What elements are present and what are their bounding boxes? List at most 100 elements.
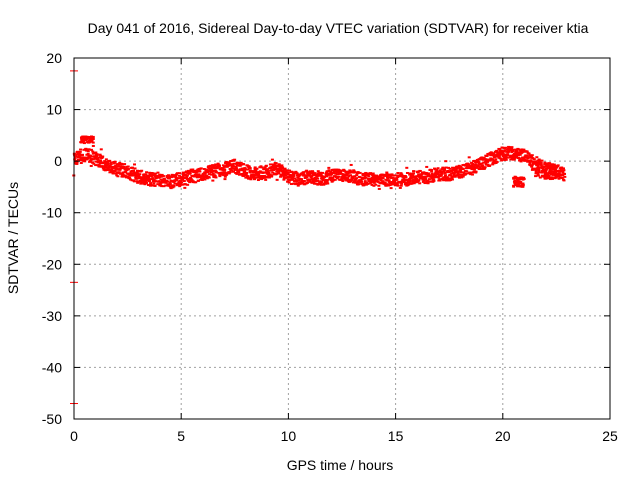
data-point <box>157 180 161 183</box>
data-point <box>539 163 543 166</box>
data-point <box>395 177 399 180</box>
data-point <box>318 182 322 185</box>
data-point <box>191 175 195 178</box>
data-point <box>114 164 118 167</box>
data-point <box>538 159 542 162</box>
data-point <box>331 176 335 179</box>
data-point <box>425 165 429 168</box>
data-point <box>506 153 510 156</box>
data-point <box>222 174 226 177</box>
data-point <box>301 179 305 182</box>
data-point <box>406 178 410 181</box>
data-point <box>546 176 550 179</box>
data-point <box>401 175 405 178</box>
data-point <box>523 150 527 153</box>
data-point <box>202 168 206 171</box>
data-point <box>393 184 397 187</box>
data-point <box>79 162 83 165</box>
data-point <box>109 161 113 164</box>
data-point <box>552 170 556 173</box>
data-point <box>530 165 534 168</box>
data-point <box>283 167 287 170</box>
data-point <box>378 176 382 179</box>
data-point <box>235 164 239 167</box>
data-point <box>372 178 376 181</box>
data-point <box>427 178 431 181</box>
data-point <box>469 173 473 176</box>
y-tick-label: 10 <box>46 102 62 118</box>
data-point <box>399 172 403 175</box>
data-point <box>270 174 274 177</box>
data-point <box>325 174 329 177</box>
data-point <box>158 173 162 176</box>
data-point <box>116 175 120 178</box>
data-point <box>73 158 77 161</box>
data-point <box>244 176 248 179</box>
data-point <box>295 179 299 182</box>
x-tick-label: 5 <box>177 428 185 444</box>
data-point <box>137 174 141 177</box>
data-point <box>111 165 115 168</box>
data-point <box>500 153 504 156</box>
data-point <box>338 172 342 175</box>
data-point <box>561 174 565 177</box>
data-point <box>554 171 558 174</box>
data-point <box>259 165 263 168</box>
data-point <box>493 154 497 157</box>
data-point <box>550 167 554 170</box>
data-point <box>500 146 504 149</box>
data-point <box>436 167 440 170</box>
data-point <box>537 171 541 174</box>
data-point <box>264 178 268 181</box>
data-point <box>456 171 460 174</box>
data-point <box>465 170 469 173</box>
data-point <box>82 156 86 159</box>
data-point <box>206 171 210 174</box>
data-point <box>552 163 556 166</box>
data-point <box>188 180 192 183</box>
data-point <box>178 172 182 175</box>
data-point <box>513 154 517 157</box>
y-axis-label: SDTVAR / TECUs <box>5 182 21 294</box>
data-point <box>534 171 538 174</box>
data-point <box>473 159 477 162</box>
y-tick-label: -20 <box>42 256 62 272</box>
data-point <box>188 172 192 175</box>
data-point <box>265 169 269 172</box>
data-point <box>452 167 456 170</box>
data-point <box>196 179 200 182</box>
data-point <box>404 176 408 179</box>
data-point <box>76 158 80 161</box>
data-point <box>248 167 252 170</box>
data-point <box>199 167 203 170</box>
data-point <box>253 174 257 177</box>
data-point <box>245 171 249 174</box>
data-point <box>181 178 185 181</box>
data-point <box>319 183 323 186</box>
data-point <box>510 146 514 149</box>
data-point <box>182 174 186 177</box>
data-point <box>317 173 321 176</box>
data-point <box>168 181 172 184</box>
data-point <box>382 173 386 176</box>
data-point <box>106 163 110 166</box>
data-point <box>486 160 490 163</box>
data-point <box>87 137 91 140</box>
data-point <box>232 159 236 162</box>
data-point <box>430 173 434 176</box>
data-point <box>435 169 439 172</box>
data-point <box>262 174 266 177</box>
data-point <box>491 163 495 166</box>
data-point <box>191 180 195 183</box>
data-point <box>544 168 548 171</box>
data-point <box>548 171 552 174</box>
data-point <box>471 162 475 165</box>
data-point <box>139 182 143 185</box>
data-point <box>408 179 412 182</box>
data-point <box>229 160 233 163</box>
data-point <box>126 167 130 170</box>
data-point <box>559 167 563 170</box>
y-ticks: -50 -40 -30 -20 -10 0 10 20 <box>42 50 610 427</box>
data-point <box>389 187 393 190</box>
data-point <box>476 164 480 167</box>
